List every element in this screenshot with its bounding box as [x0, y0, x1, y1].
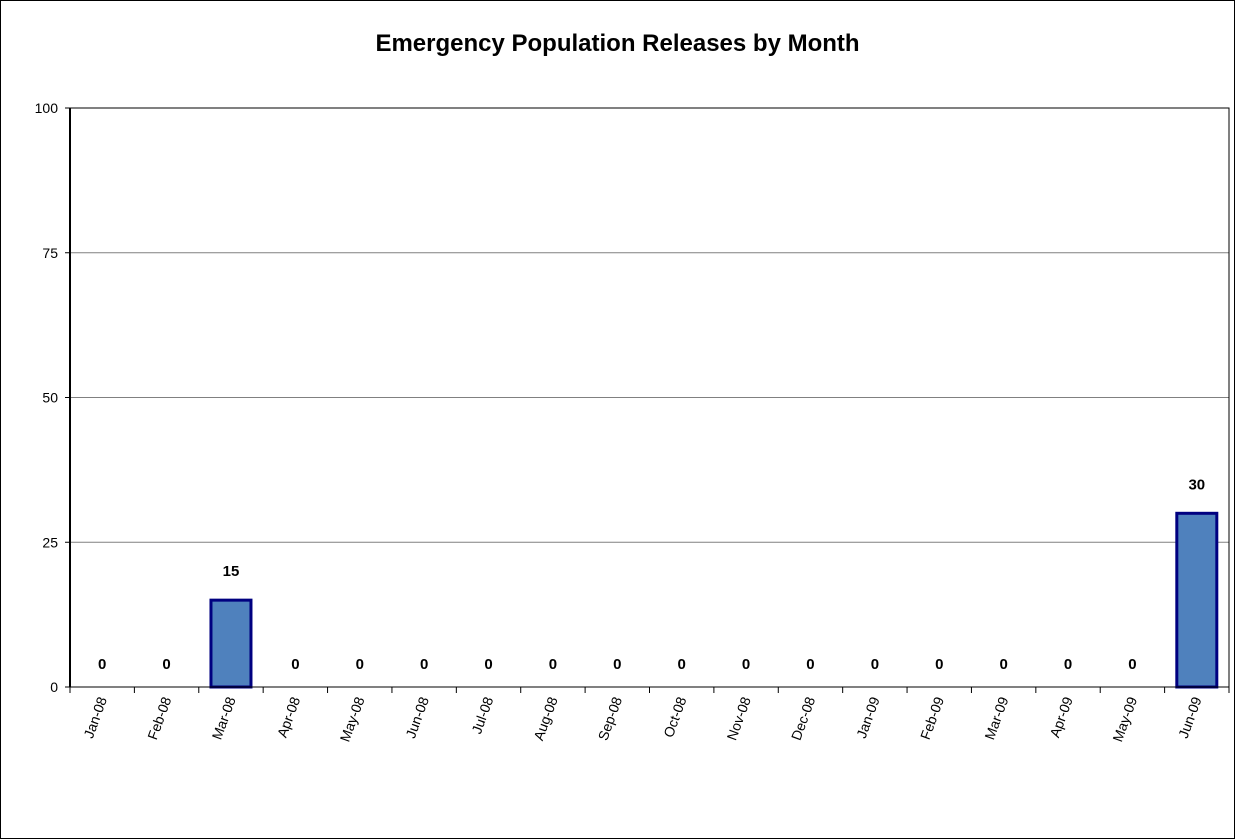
x-tick-label: Sep-08: [595, 694, 626, 742]
data-label: 0: [1128, 656, 1136, 673]
data-label: 0: [613, 656, 621, 673]
data-label: 0: [678, 656, 686, 673]
x-tick-label: Feb-09: [917, 694, 947, 741]
data-label: 0: [356, 656, 364, 673]
data-label: 0: [484, 656, 492, 673]
x-tick-label: Aug-08: [530, 694, 561, 742]
x-tick-label: Apr-09: [1046, 694, 1075, 739]
x-tick-label: May-08: [337, 694, 368, 744]
gridlines: [70, 252, 1229, 543]
x-tick-label: Dec-08: [788, 694, 819, 742]
data-label: 15: [223, 563, 240, 580]
x-tick-label: Apr-08: [274, 694, 303, 739]
y-tick-labels: 0 25 50 75 100: [35, 100, 59, 695]
data-label: 0: [999, 656, 1007, 673]
y-tick-label: 100: [35, 100, 59, 116]
x-tick-label: Feb-08: [144, 694, 174, 741]
axes: [65, 107, 1230, 693]
x-tick-label: Jan-08: [80, 694, 110, 740]
data-labels: 0 0 15 0 0 0 0 0 0 0 0 0 0 0 0 0 0 30: [98, 476, 1205, 673]
data-label: 0: [742, 656, 750, 673]
bars: [209, 511, 1219, 689]
x-tick-label: Nov-08: [723, 694, 754, 742]
x-tick-label: Jun-09: [1175, 694, 1205, 740]
x-tick-labels: Jan-08 Feb-08 Mar-08 Apr-08 May-08 Jun-08 Jul-…: [80, 694, 1204, 744]
y-tick-label: 75: [42, 245, 58, 261]
data-label: 30: [1188, 476, 1205, 493]
bar: [209, 598, 253, 689]
x-tick-label: Jun-08: [402, 694, 432, 740]
y-tick-label: 0: [50, 679, 58, 695]
y-tick-label: 25: [42, 534, 58, 550]
x-tick-label: May-09: [1109, 694, 1140, 744]
data-label: 0: [1064, 656, 1072, 673]
data-label: 0: [871, 656, 879, 673]
x-tick-label: Jan-09: [853, 694, 883, 740]
data-label: 0: [549, 656, 557, 673]
data-label: 0: [98, 656, 106, 673]
bar: [1175, 511, 1219, 689]
data-label: 0: [420, 656, 428, 673]
chart-title: Emergency Population Releases by Month: [375, 30, 860, 57]
data-label: 0: [806, 656, 814, 673]
y-tick-label: 50: [42, 390, 58, 406]
x-tick-label: Mar-08: [209, 694, 239, 741]
data-label: 0: [935, 656, 943, 673]
x-tick-label: Mar-09: [981, 694, 1011, 741]
x-tick-label: Oct-08: [660, 694, 689, 739]
data-label: 0: [162, 656, 170, 673]
data-label: 0: [291, 656, 299, 673]
x-tick-label: Jul-08: [468, 694, 496, 736]
